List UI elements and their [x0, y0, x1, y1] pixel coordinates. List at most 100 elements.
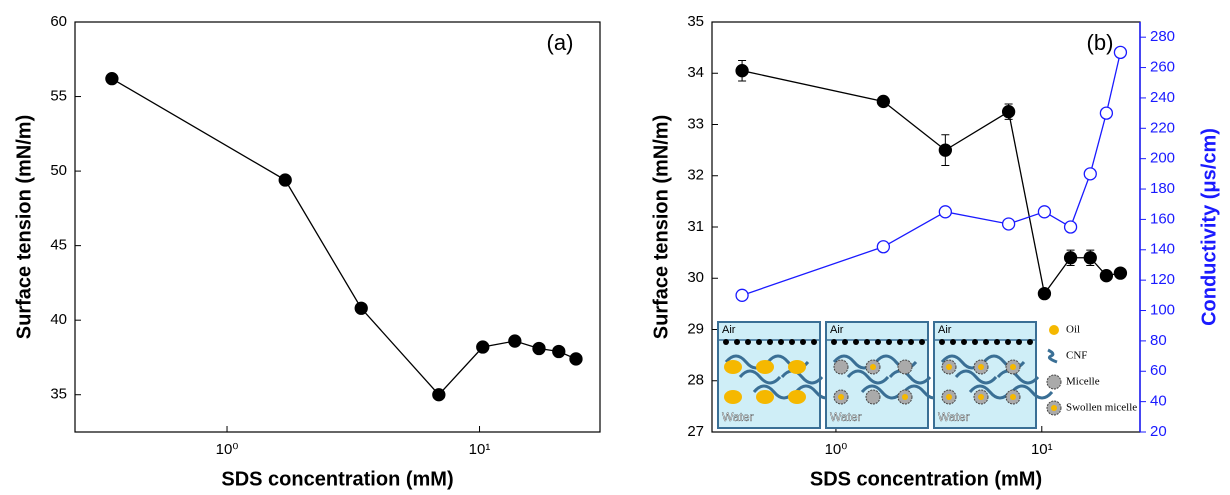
- data-point: [1063, 251, 1078, 265]
- cnf-fiber: [1010, 384, 1054, 400]
- micelle-core: [978, 394, 984, 400]
- y2-tick-label: 120: [1150, 271, 1175, 288]
- micelle: [833, 359, 849, 375]
- data-point: [476, 340, 490, 354]
- series-line: [111, 78, 577, 396]
- series-line: [741, 70, 1121, 296]
- y2-tick-label: 60: [1150, 362, 1167, 379]
- x-axis-title: SDS concentration (mM): [221, 468, 453, 490]
- data-point: [1083, 167, 1097, 181]
- data-point: [876, 94, 891, 109]
- legend-micelle: [1046, 374, 1062, 390]
- surfactant-head: [756, 339, 762, 345]
- data-point: [1099, 106, 1114, 120]
- surfactant-head: [886, 339, 892, 345]
- plot-frame: [74, 21, 601, 433]
- data-point: [938, 205, 952, 219]
- data-point: [105, 72, 119, 86]
- y2-tick-label: 140: [1150, 241, 1175, 258]
- cnf-fiber: [860, 384, 904, 400]
- micelle-core: [946, 394, 952, 400]
- y-tick-label: 55: [50, 88, 67, 105]
- legend-micelle-core: [1051, 405, 1057, 411]
- inset-diagram: Air Water Air Water Air Water Oil CNF Micelle Swo…: [717, 321, 1137, 429]
- data-point: [1113, 45, 1128, 60]
- micelle: [897, 359, 913, 375]
- micelle-core: [870, 364, 876, 370]
- data-point: [1037, 205, 1052, 219]
- data-point: [552, 344, 566, 359]
- y-tick-label: 32: [687, 167, 704, 184]
- y2-tick-label: 180: [1150, 180, 1175, 197]
- surfactant-head: [734, 339, 740, 345]
- surfactant-head: [1005, 339, 1011, 345]
- surfactant-head: [853, 339, 859, 345]
- data-point: [1113, 266, 1128, 280]
- oil-droplet: [756, 360, 774, 374]
- y-tick-label: 34: [687, 64, 704, 81]
- micelle-core: [902, 394, 908, 400]
- inset-water-label: Water: [830, 410, 862, 424]
- cnf-fiber: [780, 369, 824, 385]
- panel-label: (a): [547, 30, 574, 55]
- y2-tick-label: 100: [1150, 301, 1175, 318]
- x-tick-label: 10⁰: [825, 441, 848, 458]
- y2-axis-title: Conductivity (μs/cm): [1198, 128, 1220, 326]
- panel-label: (b): [1087, 30, 1114, 55]
- y-tick-label: 40: [50, 311, 67, 328]
- data-point: [1063, 220, 1078, 234]
- data-point: [278, 173, 292, 187]
- surfactant-head: [875, 339, 881, 345]
- y2-tick-label: 160: [1150, 210, 1175, 227]
- data-point: [1037, 286, 1052, 301]
- y-tick-label: 29: [687, 320, 704, 337]
- inset-air-label: Air: [830, 324, 844, 336]
- cnf-fiber: [846, 369, 890, 385]
- data-point: [938, 143, 952, 157]
- y-tick-label: 45: [50, 237, 67, 254]
- cnf-fiber: [968, 384, 1012, 400]
- surfactant-head: [842, 339, 848, 345]
- surfactant-head: [994, 339, 1000, 345]
- y-tick-label: 35: [50, 386, 67, 403]
- data-point: [1001, 105, 1016, 119]
- y-tick-label: 27: [687, 423, 704, 440]
- surfactant-head: [811, 339, 817, 345]
- data-point: [1099, 269, 1114, 283]
- x-tick-label: 10⁰: [216, 441, 239, 458]
- cnf-fiber: [738, 369, 782, 385]
- micelle: [865, 389, 881, 405]
- data-point: [354, 301, 368, 315]
- y-axis-title: Surface tension (mN/m): [13, 115, 35, 339]
- data-point: [735, 64, 749, 78]
- inset-water-label: Water: [938, 410, 970, 424]
- micelle-core: [838, 394, 844, 400]
- y2-tick-label: 240: [1150, 89, 1175, 106]
- x-tick-label: 10¹: [469, 441, 491, 458]
- surfactant-head: [919, 339, 925, 345]
- cnf-fiber: [996, 369, 1040, 385]
- legend-oil: [1049, 325, 1059, 335]
- micelle-core: [1010, 394, 1016, 400]
- cnf-fiber: [954, 369, 998, 385]
- inset-air-label: Air: [938, 324, 952, 336]
- oil-droplet: [756, 390, 774, 404]
- legend-label: Oil: [1066, 324, 1080, 336]
- data-point: [532, 341, 546, 356]
- surfactant-head: [961, 339, 967, 345]
- y2-tick-label: 220: [1150, 119, 1175, 136]
- inset-air-label: Air: [722, 324, 736, 336]
- y-tick-label: 31: [687, 218, 704, 235]
- y-tick-label: 30: [687, 269, 704, 286]
- y2-tick-label: 260: [1150, 59, 1175, 76]
- surfactant-head: [950, 339, 956, 345]
- y-tick-label: 60: [50, 13, 67, 30]
- y2-tick-label: 40: [1150, 393, 1167, 410]
- x-tick-label: 10¹: [1031, 441, 1053, 458]
- surfactant-head: [1027, 339, 1033, 345]
- y2-tick-label: 20: [1150, 423, 1167, 440]
- surfactant-head: [778, 339, 784, 345]
- legend-label: CNF: [1066, 350, 1087, 362]
- micelle-core: [1010, 364, 1016, 370]
